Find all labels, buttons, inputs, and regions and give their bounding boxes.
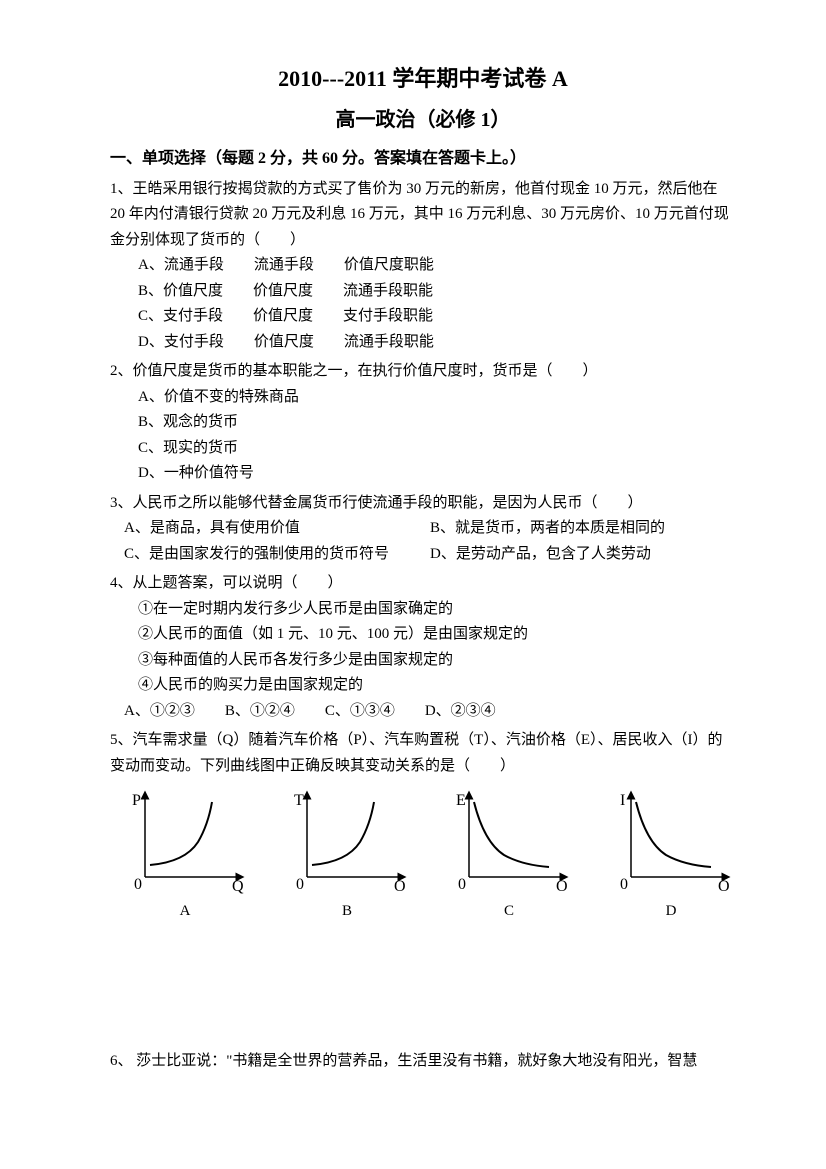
question-3: 3、人民币之所以能够代替金属货币行使流通手段的职能，是因为人民币（ ） A、是商… bbox=[110, 491, 736, 568]
q3-option-d: D、是劳动产品，包含了人类劳动 bbox=[430, 542, 736, 568]
chart-d-letter: D bbox=[606, 899, 736, 925]
chart-b: T 0 O B bbox=[282, 787, 412, 925]
q4-line3: ③每种面值的人民币各发行多少是由国家规定的 bbox=[110, 648, 736, 674]
q4-options: A、①②③ B、①②④ C、①③④ D、②③④ bbox=[110, 699, 736, 725]
chart-c-letter: C bbox=[444, 899, 574, 925]
q3-option-a: A、是商品，具有使用价值 bbox=[124, 516, 430, 542]
q4-line4: ④人民币的购买力是由国家规定的 bbox=[110, 673, 736, 699]
chart-a-ylabel: P bbox=[132, 792, 141, 809]
chart-c-ylabel: E bbox=[456, 792, 466, 809]
q5-stem: 5、汽车需求量（Q）随着汽车价格（P）、汽车购置税（T）、汽油价格（E）、居民收… bbox=[110, 728, 736, 779]
chart-b-origin: 0 bbox=[296, 876, 304, 893]
q4-line2: ②人民币的面值（如 1 元、10 元、100 元）是由国家规定的 bbox=[110, 622, 736, 648]
q4-stem: 4、从上题答案，可以说明（ ） bbox=[110, 571, 736, 597]
exam-title-line2: 高一政治（必修 1） bbox=[110, 103, 736, 137]
chart-a-origin: 0 bbox=[134, 876, 142, 893]
chart-b-letter: B bbox=[282, 899, 412, 925]
chart-a-xlabel: Q bbox=[232, 878, 244, 895]
q2-option-a: A、价值不变的特殊商品 bbox=[110, 385, 736, 411]
q5-charts-row: P 0 Q A T 0 O B bbox=[120, 787, 736, 925]
exam-title-line1: 2010---2011 学年期中考试卷 A bbox=[110, 60, 736, 97]
chart-d-ylabel: I bbox=[620, 792, 625, 809]
q1-stem: 1、王皓采用银行按揭贷款的方式买了售价为 30 万元的新房，他首付现金 10 万… bbox=[110, 177, 736, 254]
chart-d: I 0 O D bbox=[606, 787, 736, 925]
q3-option-b: B、就是货币，两者的本质是相同的 bbox=[430, 516, 736, 542]
chart-c-xlabel: O bbox=[556, 878, 568, 895]
q1-option-a: A、流通手段 流通手段 价值尺度职能 bbox=[110, 253, 736, 279]
question-5: 5、汽车需求量（Q）随着汽车价格（P）、汽车购置税（T）、汽油价格（E）、居民收… bbox=[110, 728, 736, 925]
question-1: 1、王皓采用银行按揭贷款的方式买了售价为 30 万元的新房，他首付现金 10 万… bbox=[110, 177, 736, 356]
q2-stem: 2、价值尺度是货币的基本职能之一，在执行价值尺度时，货币是（ ） bbox=[110, 359, 736, 385]
chart-d-xlabel: O bbox=[718, 878, 730, 895]
q1-option-b: B、价值尺度 价值尺度 流通手段职能 bbox=[110, 279, 736, 305]
q1-option-c: C、支付手段 价值尺度 支付手段职能 bbox=[110, 304, 736, 330]
chart-c: E 0 O C bbox=[444, 787, 574, 925]
chart-a-svg: P 0 Q bbox=[120, 787, 250, 897]
q6-stem: 6、 莎士比亚说："书籍是全世界的营养品，生活里没有书籍，就好象大地没有阳光，智… bbox=[110, 1049, 736, 1075]
q2-option-d: D、一种价值符号 bbox=[110, 461, 736, 487]
q1-option-d: D、支付手段 价值尺度 流通手段职能 bbox=[110, 330, 736, 356]
q2-option-b: B、观念的货币 bbox=[110, 410, 736, 436]
chart-b-ylabel: T bbox=[294, 792, 304, 809]
chart-d-svg: I 0 O bbox=[606, 787, 736, 897]
chart-a-letter: A bbox=[120, 899, 250, 925]
q4-line1: ①在一定时期内发行多少人民币是由国家确定的 bbox=[110, 597, 736, 623]
q2-option-c: C、现实的货币 bbox=[110, 436, 736, 462]
chart-b-svg: T 0 O bbox=[282, 787, 412, 897]
chart-c-origin: 0 bbox=[458, 876, 466, 893]
q3-option-c: C、是由国家发行的强制使用的货币符号 bbox=[124, 542, 430, 568]
question-6: 6、 莎士比亚说："书籍是全世界的营养品，生活里没有书籍，就好象大地没有阳光，智… bbox=[110, 1049, 736, 1075]
chart-c-svg: E 0 O bbox=[444, 787, 574, 897]
question-2: 2、价值尺度是货币的基本职能之一，在执行价值尺度时，货币是（ ） A、价值不变的… bbox=[110, 359, 736, 487]
chart-a: P 0 Q A bbox=[120, 787, 250, 925]
chart-d-origin: 0 bbox=[620, 876, 628, 893]
q3-stem: 3、人民币之所以能够代替金属货币行使流通手段的职能，是因为人民币（ ） bbox=[110, 491, 736, 517]
chart-b-xlabel: O bbox=[394, 878, 406, 895]
section-heading: 一、单项选择（每题 2 分，共 60 分。答案填在答题卡上。） bbox=[110, 145, 736, 172]
question-4: 4、从上题答案，可以说明（ ） ①在一定时期内发行多少人民币是由国家确定的 ②人… bbox=[110, 571, 736, 724]
